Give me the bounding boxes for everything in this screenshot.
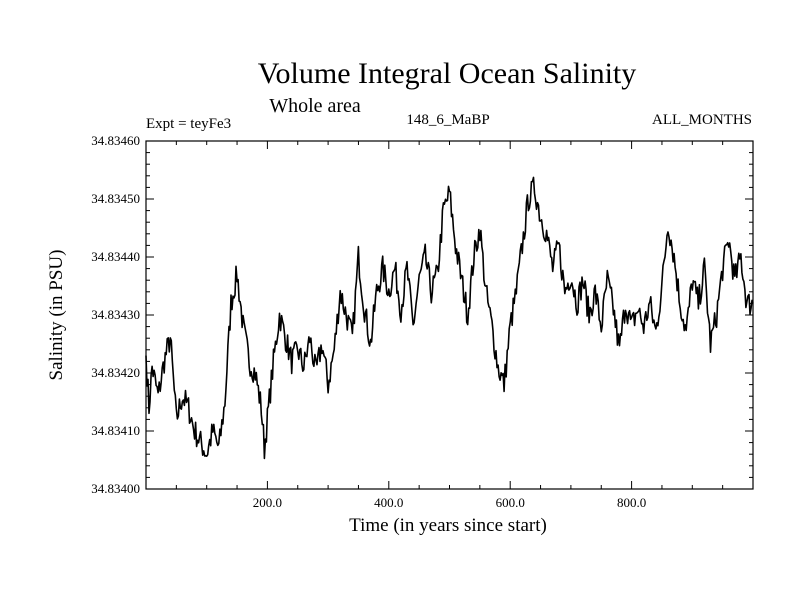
period-label: ALL_MONTHS — [652, 112, 752, 128]
chart-subtitle: Whole area — [269, 95, 361, 117]
y-tick-label: 34.83460 — [91, 133, 140, 148]
x-tick-label: 600.0 — [496, 495, 525, 510]
y-axis-label: Salinity (in PSU) — [46, 250, 67, 381]
series-line-salinity — [145, 176, 754, 460]
run-label: 148_6_MaBP — [406, 112, 489, 128]
y-tick-label: 34.83420 — [91, 365, 140, 380]
y-tick-label: 34.83430 — [91, 307, 140, 322]
plot-frame — [145, 140, 754, 490]
x-tick-label: 200.0 — [253, 495, 282, 510]
experiment-label: Expt = teyFe3 — [146, 116, 231, 132]
x-tick-label: 800.0 — [617, 495, 646, 510]
y-tick-label: 34.83440 — [91, 249, 140, 264]
y-tick-label: 34.83450 — [91, 191, 140, 206]
x-axis: 200.0 400.0 600.0 800.0 — [175, 141, 724, 510]
y-axis: 34.83400 34.83410 34.83420 34.83430 34.83440… — [91, 133, 753, 496]
x-tick-label: 400.0 — [374, 495, 403, 510]
y-tick-label: 34.83400 — [91, 481, 140, 496]
y-tick-label: 34.83410 — [91, 423, 140, 438]
x-axis-label: Time (in years since start) — [349, 515, 547, 536]
chart-title: Volume Integral Ocean Salinity — [258, 57, 637, 90]
